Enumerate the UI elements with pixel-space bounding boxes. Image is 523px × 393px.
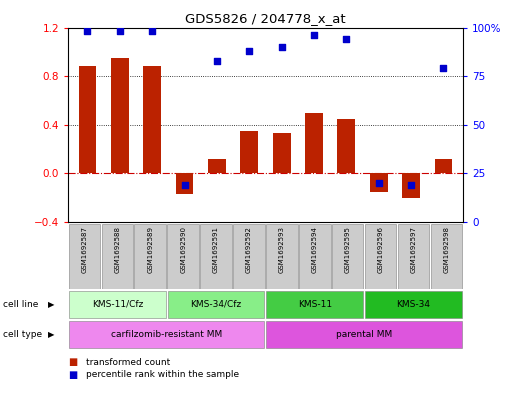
- Bar: [200, 224, 232, 289]
- Text: GSM1692591: GSM1692591: [213, 226, 219, 273]
- Point: [342, 36, 350, 42]
- Text: GSM1692596: GSM1692596: [378, 226, 383, 273]
- Text: ■: ■: [68, 357, 77, 367]
- Text: GSM1692592: GSM1692592: [246, 226, 252, 273]
- Text: carfilzomib-resistant MM: carfilzomib-resistant MM: [111, 330, 222, 339]
- Point: [407, 182, 415, 188]
- Text: GSM1692597: GSM1692597: [411, 226, 416, 273]
- Text: KMS-11/Cfz: KMS-11/Cfz: [92, 300, 143, 309]
- Bar: [241, 131, 258, 173]
- Bar: [208, 159, 226, 173]
- Bar: [167, 224, 199, 289]
- Text: GSM1692598: GSM1692598: [444, 226, 449, 273]
- Bar: [402, 173, 420, 198]
- Bar: [365, 291, 462, 318]
- Text: percentile rank within the sample: percentile rank within the sample: [86, 371, 240, 379]
- Text: KMS-34: KMS-34: [396, 300, 430, 309]
- Bar: [134, 224, 166, 289]
- Bar: [430, 224, 462, 289]
- Bar: [266, 321, 462, 348]
- Point: [439, 65, 448, 72]
- Bar: [176, 173, 194, 194]
- Bar: [365, 224, 396, 289]
- Bar: [78, 66, 96, 173]
- Point: [180, 182, 189, 188]
- Text: transformed count: transformed count: [86, 358, 170, 367]
- Bar: [435, 159, 452, 173]
- Bar: [101, 224, 133, 289]
- Bar: [266, 224, 298, 289]
- Point: [116, 28, 124, 35]
- Bar: [111, 58, 129, 173]
- Bar: [332, 224, 363, 289]
- Text: ■: ■: [68, 370, 77, 380]
- Bar: [168, 291, 265, 318]
- Text: ▶: ▶: [49, 300, 55, 309]
- Point: [374, 180, 383, 186]
- Text: GSM1692595: GSM1692595: [345, 226, 351, 273]
- Bar: [397, 224, 429, 289]
- Bar: [266, 291, 363, 318]
- Text: KMS-11: KMS-11: [298, 300, 332, 309]
- Bar: [143, 66, 161, 173]
- Point: [277, 44, 286, 50]
- Bar: [69, 321, 265, 348]
- Text: GSM1692590: GSM1692590: [180, 226, 186, 273]
- Title: GDS5826 / 204778_x_at: GDS5826 / 204778_x_at: [185, 12, 346, 25]
- Bar: [305, 113, 323, 173]
- Bar: [69, 224, 100, 289]
- Text: GSM1692587: GSM1692587: [82, 226, 87, 273]
- Text: KMS-34/Cfz: KMS-34/Cfz: [190, 300, 242, 309]
- Bar: [69, 291, 166, 318]
- Point: [245, 48, 254, 54]
- Text: GSM1692594: GSM1692594: [312, 226, 318, 273]
- Point: [148, 28, 156, 35]
- Text: GSM1692589: GSM1692589: [147, 226, 153, 273]
- Bar: [233, 224, 265, 289]
- Point: [310, 32, 318, 39]
- Text: cell type: cell type: [3, 330, 42, 339]
- Bar: [337, 119, 355, 173]
- Bar: [272, 133, 290, 173]
- Text: GSM1692588: GSM1692588: [115, 226, 120, 273]
- Bar: [299, 224, 331, 289]
- Bar: [370, 173, 388, 192]
- Point: [213, 57, 221, 64]
- Text: cell line: cell line: [3, 300, 38, 309]
- Text: GSM1692593: GSM1692593: [279, 226, 285, 273]
- Text: ▶: ▶: [49, 330, 55, 339]
- Point: [83, 28, 92, 35]
- Text: parental MM: parental MM: [336, 330, 392, 339]
